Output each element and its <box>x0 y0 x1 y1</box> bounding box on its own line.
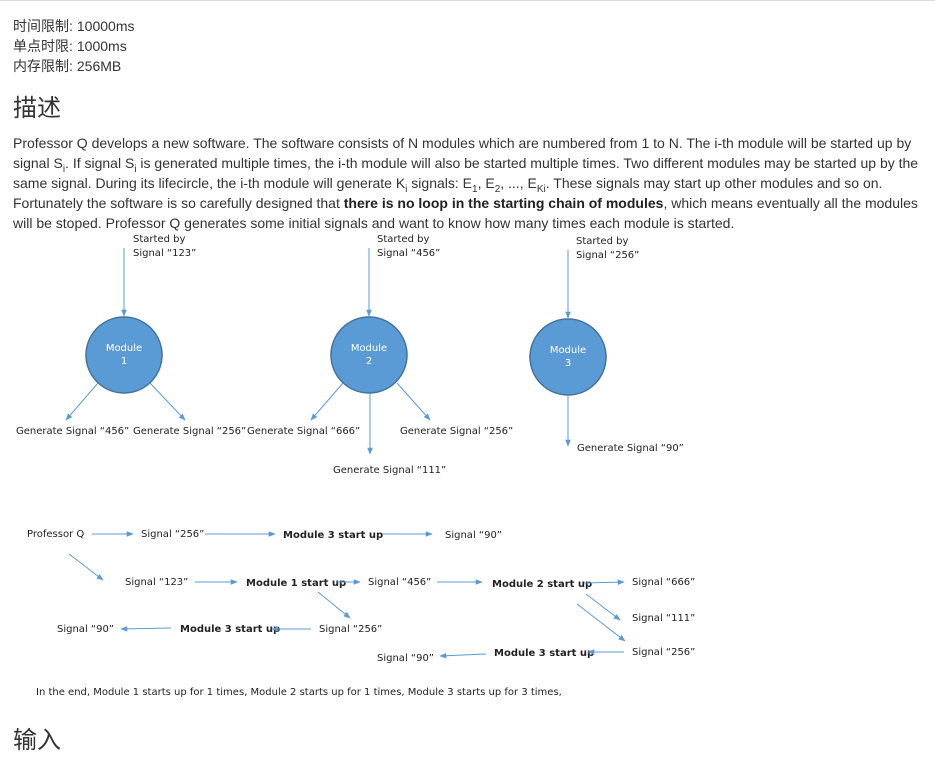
flow-arrow-14 <box>439 652 487 659</box>
top-divider <box>0 0 935 1</box>
flow-signal-456: Signal “456” <box>368 577 431 588</box>
desc-sub: Ki <box>536 183 546 195</box>
flow-signal-111: Signal “111” <box>632 613 695 624</box>
flow-professor: Professor Q <box>27 529 84 540</box>
desc-part: . If signal S <box>65 155 135 171</box>
flow-module-3-c: Module 3 start up <box>494 648 594 659</box>
m2-gen-c: Generate Signal “111” <box>333 465 446 476</box>
m1-started-line2: Signal “123” <box>133 248 196 259</box>
flow-module-2: Module 2 start up <box>492 579 592 590</box>
single-limit-row: 单点时限: 1000ms <box>13 36 134 56</box>
single-limit-label: 单点时限: <box>13 38 73 54</box>
time-limit-value: 10000ms <box>76 18 135 34</box>
module-1-node <box>85 316 163 394</box>
flow-signal-256-b: Signal “256” <box>319 624 382 635</box>
m3-gen-a: Generate Signal “90” <box>577 443 684 454</box>
m2-label-2: 2 <box>366 356 372 367</box>
m2-gen-b: Generate Signal “256” <box>400 426 513 437</box>
single-limit-value: 1000ms <box>76 38 127 54</box>
m1-out-arrow-b <box>149 382 186 421</box>
module-3-node <box>529 318 607 396</box>
module-2-node <box>330 316 408 394</box>
flow-arrow-12 <box>120 626 172 632</box>
m3-started-line1: Started by <box>576 236 628 247</box>
m1-out-arrow-a <box>65 382 99 421</box>
flow-summary: In the end, Module 1 starts up for 1 tim… <box>36 687 562 698</box>
m1-label-1: Module <box>106 343 142 354</box>
desc-sub: 2 <box>494 183 501 195</box>
flow-signal-90-a: Signal “90” <box>445 530 502 541</box>
desc-sub: i <box>405 183 408 195</box>
desc-part: is generated multiple times, the i-th mo… <box>13 155 919 191</box>
flow-signal-90-c: Signal “90” <box>377 653 434 664</box>
m2-out-arrow-b <box>396 382 431 421</box>
flow-signal-256-a: Signal “256” <box>141 529 204 540</box>
input-heading: 输入 <box>13 726 61 754</box>
flow-arrow-10 <box>576 603 626 642</box>
desc-sub: i <box>62 163 66 175</box>
desc-bold: there is no loop in the starting chain o… <box>343 195 664 211</box>
module-diagram: Started by Signal “123” Module 1 Generat… <box>16 234 695 698</box>
m2-out-arrow-a <box>310 382 344 421</box>
flow-signal-123: Signal “123” <box>125 577 188 588</box>
limits-block: 时间限制: 10000ms 单点时限: 1000ms 内存限制: 256MB <box>13 16 134 76</box>
flow-arrow-4 <box>68 553 104 581</box>
description-text: Professor Q develops a new software. The… <box>13 133 923 233</box>
memory-limit-row: 内存限制: 256MB <box>13 56 134 76</box>
desc-sub: i <box>134 163 137 175</box>
description-heading: 描述 <box>13 94 61 122</box>
flow-arrow-8 <box>583 579 625 585</box>
flow-arrow-9 <box>585 593 621 621</box>
m1-started-line1: Started by <box>133 234 185 245</box>
desc-part: signals: E <box>407 175 472 191</box>
m1-gen-b: Generate Signal “256” <box>133 426 246 437</box>
memory-limit-value: 256MB <box>76 58 122 74</box>
time-limit-row: 时间限制: 10000ms <box>13 16 134 36</box>
flow-module-3-a: Module 3 start up <box>283 530 383 541</box>
m3-started-line2: Signal “256” <box>576 250 639 261</box>
m3-label-2: 3 <box>565 358 571 369</box>
flow-arrow-11 <box>317 591 351 619</box>
desc-sub: 1 <box>472 183 478 195</box>
m2-gen-a: Generate Signal “666” <box>247 426 360 437</box>
m1-gen-a: Generate Signal “456” <box>16 426 129 437</box>
memory-limit-label: 内存限制: <box>13 58 73 74</box>
m1-label-2: 1 <box>121 356 127 367</box>
desc-part: . These signals may start up other modul… <box>13 175 883 211</box>
m2-label-1: Module <box>351 343 387 354</box>
m2-started-line1: Started by <box>377 234 429 245</box>
flow-signal-666: Signal “666” <box>632 577 695 588</box>
time-limit-label: 时间限制: <box>13 18 73 34</box>
flow-module-1: Module 1 start up <box>246 578 346 589</box>
m2-started-line2: Signal “456” <box>377 248 440 259</box>
desc-part: , which means eventually all the modules… <box>13 195 918 231</box>
flow-signal-90-b: Signal “90” <box>57 624 114 635</box>
m3-label-1: Module <box>550 345 586 356</box>
flow-signal-256-c: Signal “256” <box>632 647 695 658</box>
desc-part: Professor Q develops a new software. The… <box>13 135 912 171</box>
flow-module-3-b: Module 3 start up <box>180 624 280 635</box>
desc-part: , E <box>477 175 495 191</box>
desc-part: , ..., E <box>500 175 537 191</box>
